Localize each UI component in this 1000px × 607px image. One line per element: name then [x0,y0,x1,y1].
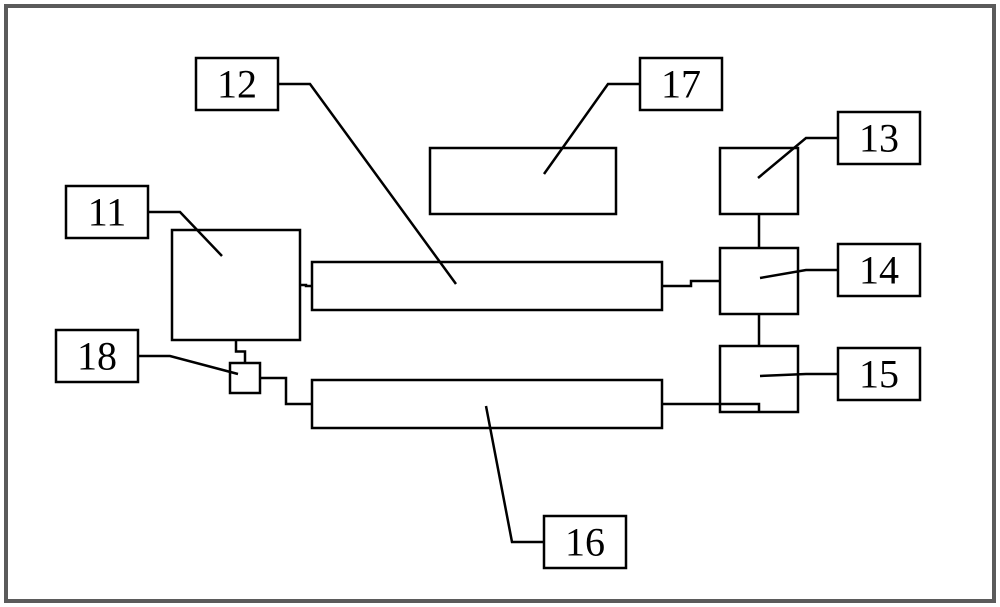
block-b15 [720,346,798,412]
label-text-l16: 16 [565,520,605,565]
block-b11 [172,230,300,340]
label-text-l13: 13 [859,116,899,161]
leader-l17 [544,84,640,174]
connector-b12-b14 [662,281,720,286]
outer-frame [6,6,994,601]
connector-b18-b16 [260,378,312,404]
leader-l18 [138,356,238,374]
connector-b11-b12 [300,285,312,286]
block-b12 [312,262,662,310]
label-text-l11: 11 [88,190,127,235]
diagram-svg: 11 12 13 14 15 16 17 18 [0,0,1000,607]
leader-l11 [148,212,222,256]
label-text-l14: 14 [859,248,899,293]
connector-b11-b18 [236,340,245,363]
label-text-l15: 15 [859,352,899,397]
label-text-l18: 18 [77,334,117,379]
block-b14 [720,248,798,314]
diagram-stage: 11 12 13 14 15 16 17 18 [0,0,1000,607]
block-b16 [312,380,662,428]
block-b18 [230,363,260,393]
label-text-l17: 17 [661,62,701,107]
block-b17 [430,148,616,214]
leader-l16 [486,406,544,542]
block-b13 [720,148,798,214]
label-text-l12: 12 [217,62,257,107]
